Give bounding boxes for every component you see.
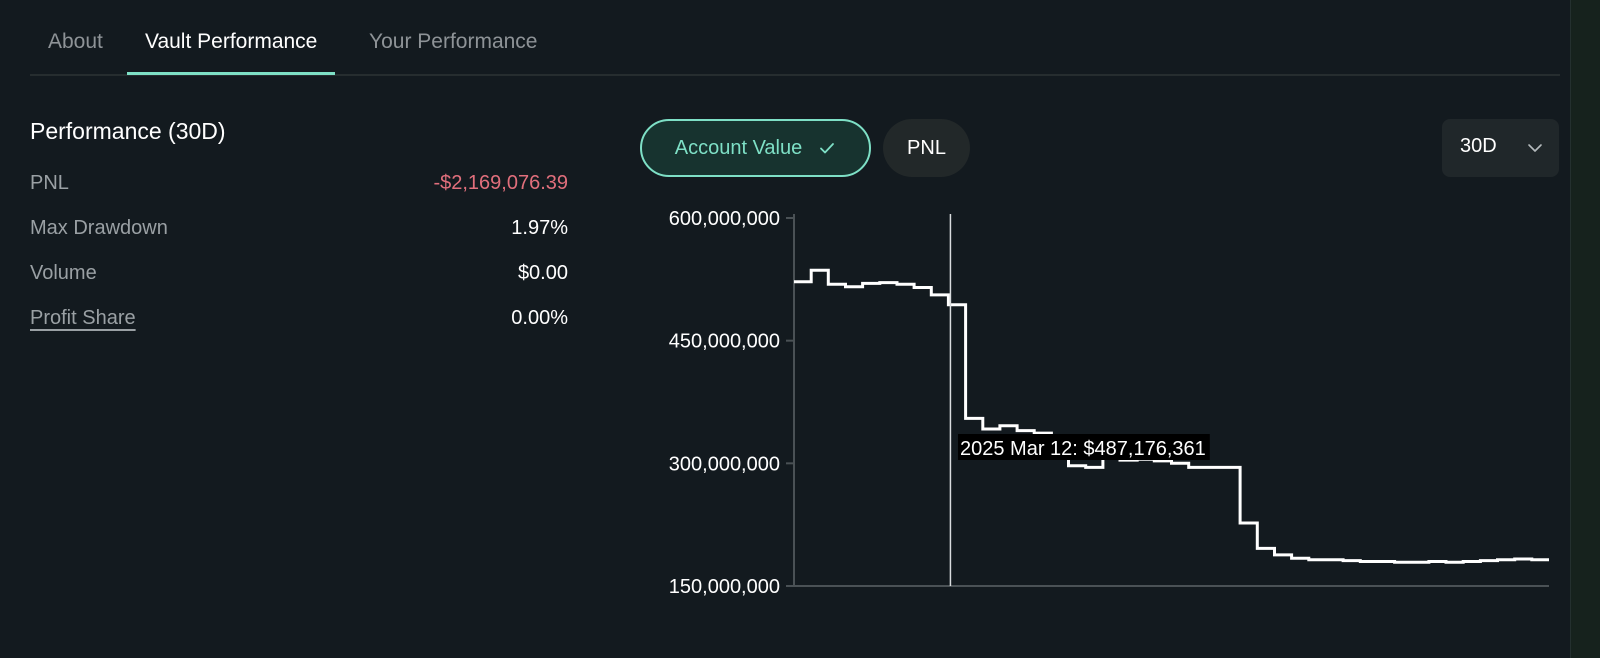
profit-share-link[interactable]: Profit Share xyxy=(30,307,136,329)
volume-value: $0.00 xyxy=(517,262,568,284)
time-range-select[interactable]: 30D xyxy=(1442,119,1559,177)
stat-label: Max Drawdown xyxy=(30,217,168,239)
hover-tooltip: 2025 Mar 12: $487,176,361 xyxy=(960,438,1206,460)
y-tick-label: 300,000,000 xyxy=(669,453,780,475)
check-icon xyxy=(820,143,835,154)
stat-label: Volume xyxy=(30,262,97,284)
pnl-value: -$2,169,076.39 xyxy=(433,172,568,194)
stat-row-volume: Volume $0.00 xyxy=(30,262,568,292)
y-tick-label: 600,000,000 xyxy=(669,208,780,230)
y-axis: 150,000,000 300,000,000 450,000,000 600,000… xyxy=(669,208,1549,598)
tooltip-background xyxy=(958,434,1210,460)
tab-bar: About Vault Performance Your Performance xyxy=(30,22,1560,76)
hover-group: 2025 Mar 12: $487,176,361 xyxy=(949,214,1210,586)
pnl-toggle[interactable]: PNL xyxy=(883,119,970,177)
series-group xyxy=(794,268,1549,564)
stat-label: PNL xyxy=(30,172,69,194)
time-range-value: 30D xyxy=(1460,135,1497,157)
tab-vault-performance[interactable]: Vault Performance xyxy=(126,30,336,75)
chevron-down-icon xyxy=(1528,144,1542,152)
stat-row-profit-share: Profit Share 0.00% xyxy=(30,307,568,337)
pnl-toggle-label: PNL xyxy=(907,136,946,159)
stat-row-max-drawdown: Max Drawdown 1.97% xyxy=(30,217,568,247)
tab-about[interactable]: About xyxy=(48,30,103,53)
max-drawdown-value: 1.97% xyxy=(511,217,568,239)
account-value-series-line xyxy=(794,268,1549,564)
background-edge xyxy=(1571,0,1600,658)
stat-row-pnl: PNL -$2,169,076.39 xyxy=(30,172,568,202)
account-value-toggle[interactable]: Account Value xyxy=(640,119,871,177)
account-value-label: Account Value xyxy=(674,136,803,159)
profit-share-value: 0.00% xyxy=(511,307,568,329)
y-tick-label: 150,000,000 xyxy=(669,576,780,598)
performance-title: Performance (30D) xyxy=(30,118,226,144)
tab-your-performance[interactable]: Your Performance xyxy=(369,30,538,53)
y-tick-label: 450,000,000 xyxy=(669,331,780,353)
